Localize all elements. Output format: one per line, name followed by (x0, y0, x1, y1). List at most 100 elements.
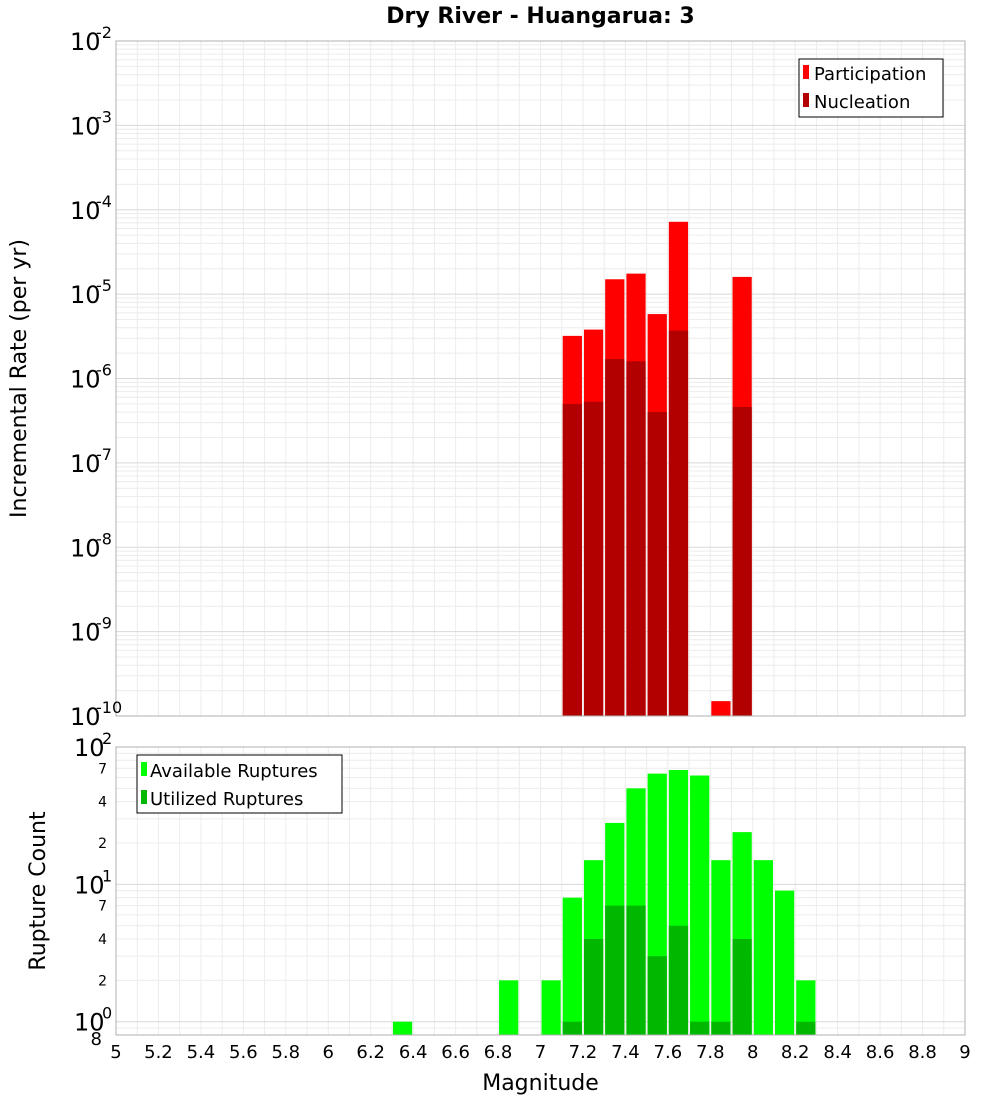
x-tick-label: 6.8 (484, 1042, 513, 1063)
legend-box (136, 754, 343, 814)
y-tick-exponent: 2 (102, 729, 112, 748)
bar-nucleation-7.15 (562, 403, 582, 716)
y-tick-exponent: -9 (96, 614, 112, 633)
y-tick-base: 10 (70, 450, 101, 478)
y-minor-tick-label: 7 (98, 761, 107, 777)
y-tick-label: 10-6 (70, 361, 112, 394)
bar-utilized-ruptures-7.65 (668, 925, 689, 1035)
legend-swatch (141, 762, 147, 776)
y-tick-exponent: -8 (96, 529, 112, 548)
bar-available-ruptures-6.35 (392, 1021, 413, 1035)
y-minor-tick-label: 8 (91, 1029, 102, 1050)
legend-label: Utilized Ruptures (150, 789, 303, 810)
bar-available-ruptures-7.15 (562, 897, 582, 1035)
bar-utilized-ruptures-7.35 (605, 905, 625, 1035)
x-tick-label: 7.4 (611, 1042, 640, 1063)
legend-swatch-participation (803, 65, 809, 79)
y-tick-exponent: -2 (96, 23, 112, 42)
y-tick-label: 102 (74, 729, 112, 762)
x-tick-label: 7.8 (696, 1042, 725, 1063)
y-tick-exponent: -10 (96, 698, 122, 717)
y-tick-base: 10 (70, 197, 101, 225)
y-tick-label: 10-5 (70, 276, 112, 309)
legend-bottom: Available Ruptures Utilized Ruptures (136, 754, 343, 814)
bar-utilized-ruptures-7.85 (711, 1021, 731, 1035)
y-tick-label: 101 (74, 866, 112, 899)
bar-available-ruptures-7.85 (711, 860, 731, 1035)
y-tick-label: 10-3 (70, 107, 112, 140)
x-tick-label: 5.2 (144, 1042, 173, 1063)
x-tick-label: 6.6 (441, 1042, 470, 1063)
y-minor-tick-label: 4 (98, 932, 107, 948)
y-tick-exponent: -5 (96, 276, 112, 295)
y-tick-base: 10 (70, 366, 101, 394)
x-tick-label: 5.8 (271, 1042, 300, 1063)
y-tick-exponent: 1 (102, 866, 112, 885)
x-tick-label: 9 (959, 1042, 970, 1063)
y-tick-label: 10-4 (70, 192, 112, 225)
y-minor-tick-label: 7 (98, 899, 107, 915)
x-tick-label: 7.6 (654, 1042, 683, 1063)
y-tick-label: 10-9 (70, 614, 112, 647)
legend-label-nucleation: Nucleation (814, 92, 910, 113)
y-tick-label: 10-7 (70, 445, 112, 478)
bar-available-ruptures-7.05 (541, 980, 561, 1035)
y-tick-base: 10 (70, 112, 101, 140)
bar-nucleation-7.65 (668, 330, 689, 716)
legend-box (798, 58, 944, 118)
chart-title: Dry River - Huangarua: 3 (386, 4, 694, 29)
y-minor-tick-label: 2 (98, 973, 107, 989)
legend-swatch-nucleation (803, 93, 809, 107)
bar-nucleation-7.55 (647, 412, 667, 716)
x-tick-label: 5.6 (229, 1042, 258, 1063)
x-tick-label: 6.4 (399, 1042, 428, 1063)
bottom-plot-border (115, 746, 966, 1036)
y-tick-label: 10-8 (70, 529, 112, 562)
x-tick-label: 6 (323, 1042, 334, 1063)
legend-label: Available Ruptures (150, 761, 318, 782)
y-minor-tick-label: 4 (98, 795, 107, 811)
y-tick-base: 10 (70, 619, 101, 647)
bar-available-ruptures-8.25 (796, 980, 816, 1035)
bar-available-ruptures-8.05 (753, 860, 773, 1035)
bar-utilized-ruptures-7.15 (562, 1021, 582, 1035)
x-tick-label: 8.6 (866, 1042, 895, 1063)
y-tick-exponent: -3 (96, 107, 112, 126)
x-tick-label: 7.2 (569, 1042, 598, 1063)
y-tick-exponent: 0 (102, 1004, 112, 1023)
bar-nucleation-7.95 (732, 406, 752, 716)
bar-participation-7.85 (711, 701, 731, 716)
y-axis-title-top: Incremental Rate (per yr) (7, 239, 32, 518)
y-tick-exponent: -4 (96, 192, 112, 211)
y-tick-base: 10 (70, 281, 101, 309)
legend-top: Participation Nucleation (798, 58, 944, 118)
top-plot-border (115, 40, 966, 717)
y-tick-label: 10-10 (70, 698, 122, 731)
x-tick-label: 8.2 (781, 1042, 810, 1063)
bar-utilized-ruptures-7.75 (690, 1021, 710, 1035)
y-tick-base: 10 (70, 703, 101, 731)
y-tick-base: 10 (74, 1009, 105, 1037)
x-tick-label: 8 (747, 1042, 758, 1063)
bar-available-ruptures-6.85 (499, 980, 519, 1035)
x-tick-label: 7 (535, 1042, 546, 1063)
x-tick-label: 5.4 (187, 1042, 216, 1063)
bar-utilized-ruptures-7.25 (583, 939, 604, 1035)
y-tick-base: 10 (70, 28, 101, 56)
y-tick-base: 10 (74, 871, 105, 899)
bar-utilized-ruptures-7.55 (647, 956, 667, 1035)
bar-utilized-ruptures-8.25 (796, 1021, 816, 1035)
x-tick-label: 8.4 (823, 1042, 852, 1063)
bar-nucleation-7.25 (583, 401, 604, 716)
bar-available-ruptures-8.15 (774, 890, 795, 1035)
bar-utilized-ruptures-7.95 (732, 939, 752, 1035)
bar-available-ruptures-7.75 (690, 775, 710, 1035)
y-axis-title-bottom: Rupture Count (26, 811, 51, 971)
y-tick-exponent: -6 (96, 361, 112, 380)
y-tick-exponent: -7 (96, 445, 112, 464)
x-axis-title: Magnitude (482, 1071, 599, 1096)
y-tick-label: 10-2 (70, 23, 112, 56)
y-minor-tick-label: 2 (98, 836, 107, 852)
x-tick-label: 6.2 (356, 1042, 385, 1063)
